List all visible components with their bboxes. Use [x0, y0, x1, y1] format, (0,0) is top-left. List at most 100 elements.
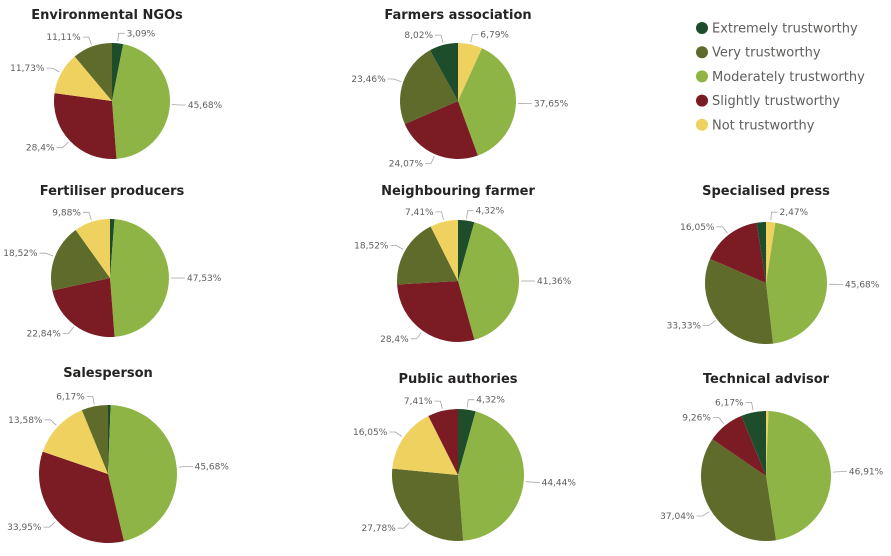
- pie-chart-public-authories: Public authories 4,32% 44,44% 27,78% 16,05% 7…: [353, 372, 576, 542]
- label-leader-line: [410, 332, 422, 340]
- data-label: 27,78%: [361, 524, 396, 534]
- data-label: 7,41%: [404, 397, 433, 407]
- pie-slice-slightly-trustworthy[interactable]: [404, 101, 478, 159]
- label-leader-line: [703, 320, 716, 326]
- legend-item-moderately-trustworthy[interactable]: Moderately trustworthy: [696, 70, 865, 85]
- legend-item-not-trustworthy[interactable]: Not trustworthy: [696, 118, 815, 133]
- pie-slice-moderately-trustworthy[interactable]: [112, 44, 171, 159]
- pie-slice-very-trustworthy[interactable]: [705, 258, 774, 345]
- pie-slice-extremely-trustworthy[interactable]: [112, 43, 124, 101]
- label-leader-line: [82, 36, 92, 45]
- pie-chart-neighbouring-farmer: Neighbouring farmer 4,32% 41,36% 28,4% 18,52…: [354, 184, 572, 345]
- pie-slice-slightly-trustworthy[interactable]: [39, 451, 124, 543]
- pie-slice-moderately-trustworthy[interactable]: [766, 222, 828, 344]
- pie-chart-specialised-press: Specialised press 2,47% 45,68% 33,33% 16,05%: [667, 184, 880, 345]
- data-label: 6,79%: [480, 31, 509, 41]
- data-label: 46,91%: [849, 468, 884, 478]
- label-leader-line: [171, 104, 186, 106]
- label-leader-line: [387, 78, 402, 82]
- pie-slice-moderately-trustworthy[interactable]: [458, 48, 516, 156]
- pie-slice-slightly-trustworthy[interactable]: [53, 93, 117, 160]
- pie-slice-very-trustworthy[interactable]: [700, 439, 777, 542]
- pie-slice-very-trustworthy[interactable]: [81, 405, 108, 474]
- data-label: 4,32%: [476, 207, 505, 217]
- legend-swatch: [696, 46, 708, 59]
- pie-slice-very-trustworthy[interactable]: [400, 50, 458, 124]
- pie-slice-slightly-trustworthy[interactable]: [709, 222, 766, 283]
- pie-slice-not-trustworthy[interactable]: [392, 416, 458, 475]
- pie-slice-not-trustworthy[interactable]: [458, 43, 482, 101]
- pie-slice-not-trustworthy[interactable]: [75, 219, 110, 278]
- legend-label: Very trustworthy: [712, 46, 821, 61]
- legend-label: Extremely trustworthy: [712, 22, 858, 37]
- pie-slice-moderately-trustworthy[interactable]: [766, 411, 832, 541]
- data-label: 47,53%: [187, 274, 222, 284]
- pie-slice-not-trustworthy[interactable]: [430, 219, 458, 281]
- data-label: 16,05%: [680, 223, 715, 233]
- data-label: 45,68%: [845, 280, 880, 290]
- legend-swatch: [696, 22, 708, 34]
- legend-item-extremely-trustworthy[interactable]: Extremely trustworthy: [696, 22, 858, 37]
- pie-slice-not-trustworthy[interactable]: [766, 411, 769, 476]
- pie-slice-extremely-trustworthy[interactable]: [458, 409, 476, 475]
- data-label: 33,33%: [667, 321, 702, 331]
- label-leader-line: [466, 399, 475, 408]
- data-label: 37,65%: [534, 100, 569, 110]
- pie-slice-slightly-trustworthy[interactable]: [397, 281, 475, 342]
- data-label: 24,07%: [389, 159, 424, 169]
- data-label: 45,68%: [195, 462, 230, 472]
- label-leader-line: [470, 34, 479, 43]
- label-leader-line: [390, 245, 404, 250]
- label-leader-line: [745, 401, 754, 411]
- pie-slice-not-trustworthy[interactable]: [766, 222, 776, 283]
- pie-slice-not-trustworthy[interactable]: [42, 410, 108, 474]
- pie-slice-extremely-trustworthy[interactable]: [741, 411, 766, 476]
- chart-title: Environmental NGOs: [31, 8, 183, 23]
- label-leader-line: [62, 326, 74, 334]
- pie-slice-moderately-trustworthy[interactable]: [110, 219, 169, 337]
- legend-label: Moderately trustworthy: [712, 70, 865, 85]
- data-label: 6,17%: [56, 393, 85, 403]
- label-leader-line: [43, 521, 56, 528]
- legend-label: Not trustworthy: [712, 118, 815, 133]
- legend-swatch: [696, 94, 708, 107]
- pie-slice-extremely-trustworthy[interactable]: [110, 219, 115, 278]
- label-leader-line: [39, 252, 54, 257]
- data-label: 33,95%: [7, 523, 42, 533]
- chart-title: Fertiliser producers: [40, 184, 185, 199]
- pie-slice-very-trustworthy[interactable]: [74, 43, 112, 101]
- pie-slice-slightly-trustworthy[interactable]: [712, 415, 766, 476]
- pie-slice-extremely-trustworthy[interactable]: [756, 222, 766, 283]
- data-label: 7,41%: [405, 208, 434, 218]
- label-leader-line: [525, 481, 540, 483]
- label-leader-line: [56, 141, 69, 149]
- data-label: 41,36%: [537, 277, 572, 287]
- chart-title: Specialised press: [702, 184, 830, 199]
- pie-slice-extremely-trustworthy[interactable]: [458, 220, 475, 281]
- pie-slice-slightly-trustworthy[interactable]: [428, 409, 458, 475]
- label-leader-line: [716, 226, 728, 234]
- data-label: 16,05%: [353, 428, 388, 438]
- label-leader-line: [434, 400, 443, 409]
- pie-slice-very-trustworthy[interactable]: [396, 226, 458, 285]
- data-label: 28,4%: [380, 335, 409, 345]
- pie-slice-moderately-trustworthy[interactable]: [458, 411, 524, 541]
- data-label: 22,84%: [26, 329, 61, 339]
- pie-slice-slightly-trustworthy[interactable]: [52, 278, 115, 337]
- label-leader-line: [466, 210, 474, 219]
- data-label: 4,32%: [476, 396, 505, 406]
- pie-slice-moderately-trustworthy[interactable]: [108, 405, 177, 542]
- legend-label: Slightly trustworthy: [712, 94, 840, 109]
- pie-slice-very-trustworthy[interactable]: [392, 468, 464, 542]
- legend-item-very-trustworthy[interactable]: Very trustworthy: [696, 46, 821, 61]
- data-label: 18,52%: [354, 242, 389, 252]
- pie-slice-very-trustworthy[interactable]: [50, 230, 110, 291]
- label-leader-line: [117, 32, 125, 42]
- pie-slice-not-trustworthy[interactable]: [54, 56, 112, 101]
- pie-slice-moderately-trustworthy[interactable]: [458, 222, 519, 340]
- legend-item-slightly-trustworthy[interactable]: Slightly trustworthy: [696, 94, 840, 109]
- pie-slice-extremely-trustworthy[interactable]: [429, 43, 458, 101]
- pie-slice-extremely-trustworthy[interactable]: [108, 404, 111, 474]
- label-leader-line: [832, 471, 847, 473]
